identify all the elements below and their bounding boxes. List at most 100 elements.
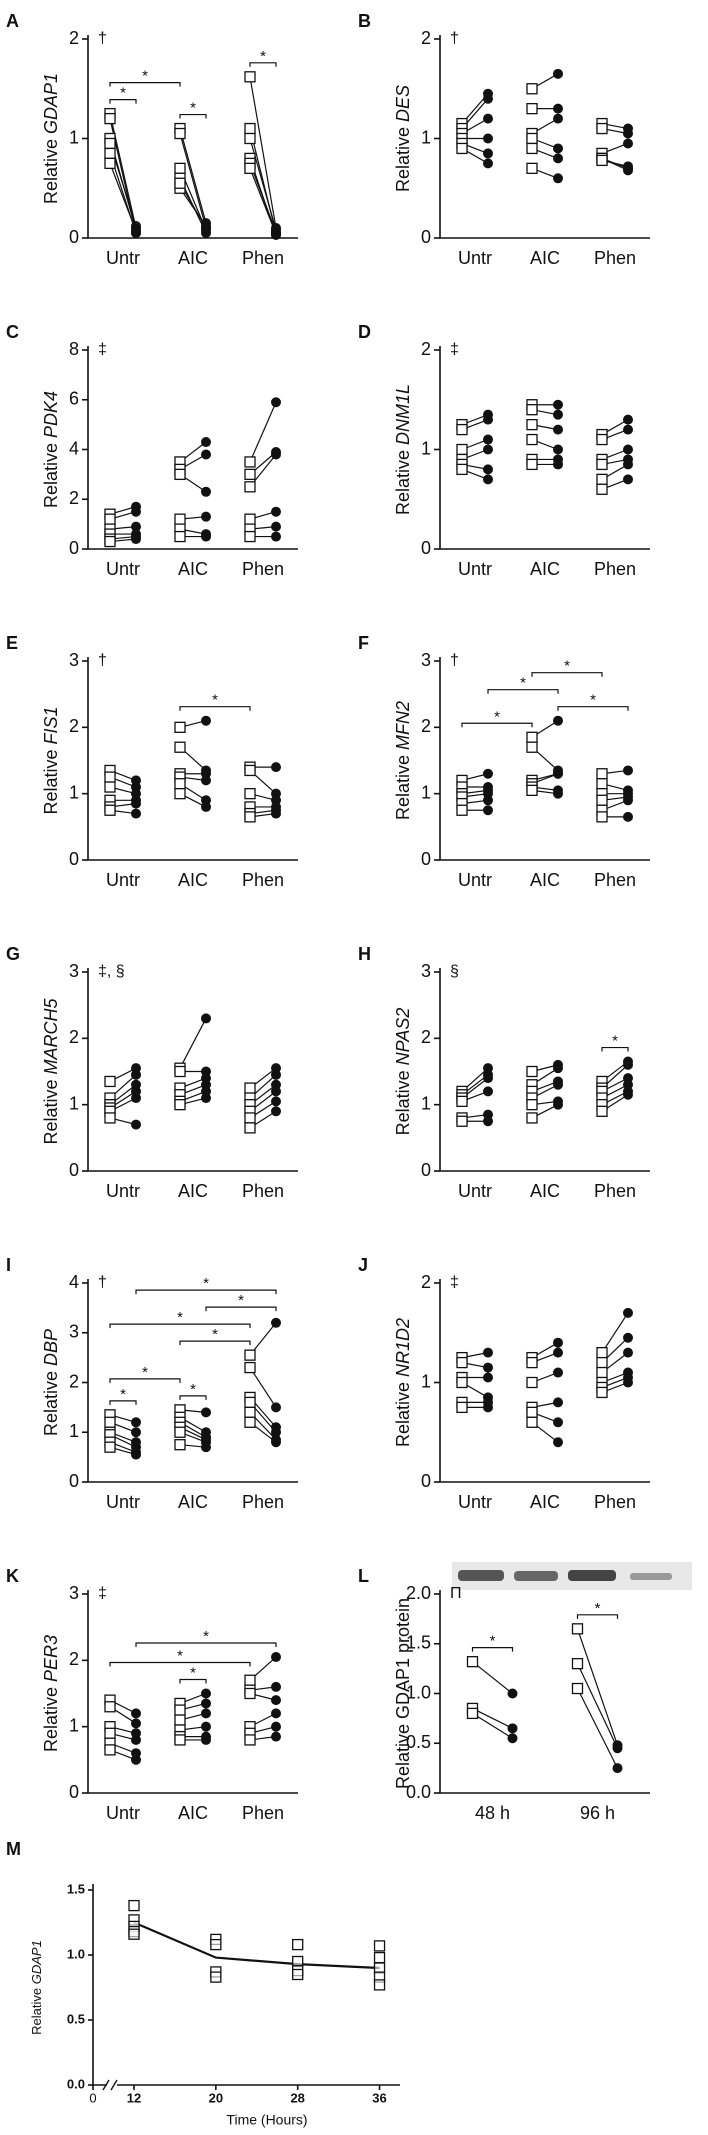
panel-label: F: [358, 633, 369, 653]
gene-name: PDK4: [41, 391, 61, 438]
treated-point: [483, 93, 493, 104]
untreated-point: [174, 1426, 186, 1438]
treated-point: [201, 1688, 211, 1699]
replicate-point: [373, 1940, 386, 1952]
untreated-point: [104, 771, 116, 783]
x-tick-label: Phen: [242, 1803, 284, 1823]
significance-label: *: [260, 48, 266, 65]
treated-point: [483, 113, 493, 124]
y-tick-label: 2: [421, 1272, 431, 1292]
treated-point: [623, 795, 633, 806]
treated-point: [623, 1347, 633, 1358]
treated-point: [271, 1096, 281, 1107]
treated-point: [271, 397, 281, 408]
x-tick-label: Untr: [106, 870, 140, 890]
treated-point: [623, 1377, 633, 1388]
untreated-point: [174, 513, 186, 525]
treated-point: [201, 511, 211, 522]
treated-point: [623, 138, 633, 149]
untreated-point: [456, 423, 468, 436]
untreated-point: [571, 1623, 584, 1635]
y-tick-label: 0: [69, 1471, 79, 1491]
y-tick-label: 8: [69, 339, 79, 359]
treated-point: [623, 424, 633, 435]
significance-bracket: [135, 1642, 277, 1648]
y-tick-label: 2: [421, 716, 431, 736]
x-tick-label: AIC: [178, 1492, 208, 1512]
y-axis-label: Relative DNM1L: [393, 384, 413, 515]
pair-line: [472, 1661, 513, 1694]
treated-point: [483, 768, 493, 779]
untreated-point: [596, 1356, 608, 1369]
untreated-point: [244, 764, 256, 777]
untreated-point: [244, 1674, 256, 1686]
y-axis-label: Relative DES: [393, 85, 413, 192]
untreated-point: [596, 458, 608, 471]
treated-point: [553, 768, 563, 779]
y-tick-label: 0: [421, 1160, 431, 1180]
x-tick-label: Untr: [458, 248, 492, 268]
y-tick-label: 0: [69, 1160, 79, 1180]
x-tick-label: Phen: [242, 1181, 284, 1201]
treated-point: [131, 1734, 141, 1745]
panel-label: I: [6, 1255, 11, 1275]
pair-line: [179, 133, 207, 229]
untreated-point: [456, 1115, 468, 1127]
treated-point: [201, 1407, 211, 1418]
untreated-point: [244, 1361, 256, 1374]
y-tick-label: 2: [421, 339, 431, 359]
x-tick-label: 28: [290, 2090, 304, 2105]
y-tick-label: 1: [69, 782, 79, 802]
x-tick-label: Phen: [594, 870, 636, 890]
y-tick-label: 1.5: [406, 1633, 431, 1653]
y-axis-label: Relative NR1D2: [393, 1318, 413, 1447]
treated-point: [201, 1093, 211, 1104]
blot-band: [514, 1571, 558, 1581]
treated-point: [553, 1079, 563, 1090]
treated-point: [131, 1069, 141, 1080]
pair-line: [576, 1663, 619, 1749]
significance-note: †: [98, 30, 107, 47]
treated-point: [131, 1417, 141, 1428]
significance-bracket: [557, 706, 629, 711]
y-tick-label: 1: [421, 1371, 431, 1391]
x-tick-label: 36: [372, 2090, 386, 2105]
y-tick-label: 4: [69, 1272, 79, 1292]
untreated-point: [104, 804, 116, 816]
treated-point: [271, 762, 281, 773]
untreated-point: [104, 513, 116, 525]
untreated-point: [244, 513, 256, 525]
untreated-point: [526, 741, 538, 753]
treated-point: [483, 464, 493, 475]
treated-point: [507, 1723, 518, 1734]
untreated-point: [244, 1122, 256, 1134]
pair-line: [109, 113, 137, 229]
untreated-point: [104, 1075, 116, 1088]
y-axis-label: Relative FIS1: [41, 706, 61, 814]
x-tick-label: Phen: [594, 1181, 636, 1201]
treated-point: [483, 434, 493, 445]
untreated-point: [526, 162, 538, 175]
x-tick-label: AIC: [530, 559, 560, 579]
x-tick-label: AIC: [178, 1803, 208, 1823]
significance-label: *: [590, 692, 596, 709]
untreated-point: [104, 1701, 116, 1713]
x-tick-label: AIC: [530, 248, 560, 268]
treated-point: [553, 1063, 563, 1074]
treated-point: [553, 1437, 563, 1448]
panel-label: A: [6, 11, 19, 31]
pair-line: [179, 1018, 207, 1069]
untreated-point: [526, 731, 538, 743]
treated-point: [623, 1307, 633, 1318]
axis: [87, 968, 298, 1172]
untreated-point: [104, 147, 116, 160]
treated-point: [483, 1402, 493, 1413]
y-axis-label-text: Relative: [41, 139, 61, 204]
significance-label: *: [190, 100, 196, 117]
untreated-point: [571, 1658, 584, 1670]
treated-point: [553, 409, 563, 420]
significance-bracket: [179, 706, 251, 711]
treated-point: [483, 1362, 493, 1373]
treated-point: [623, 1089, 633, 1100]
